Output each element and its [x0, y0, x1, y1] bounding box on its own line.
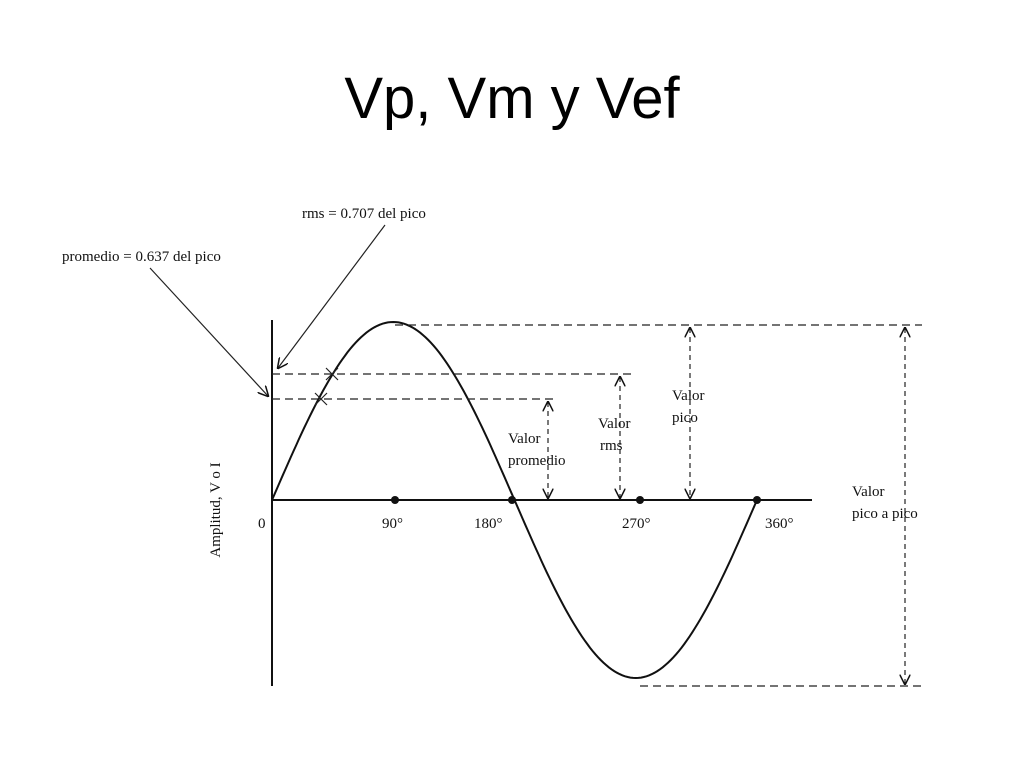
rms-leader: [278, 224, 386, 368]
x-label: 180°: [474, 516, 503, 532]
x-label: 360°: [765, 516, 794, 532]
callout: Valor: [598, 416, 631, 432]
callout: Valor: [852, 484, 885, 500]
cross: [325, 367, 339, 381]
slide-title: Vp, Vm y Vef: [344, 66, 680, 131]
crosses: [314, 367, 339, 406]
point: [508, 496, 516, 504]
x-label: 270°: [622, 516, 651, 532]
average-leader: [149, 267, 268, 396]
rms-note: rms = 0.707 del pico: [302, 206, 426, 222]
point: [636, 496, 644, 504]
callout: rms: [600, 438, 623, 454]
callout: Valor: [672, 388, 705, 404]
callout: promedio: [508, 453, 566, 469]
callout: pico a pico: [852, 506, 918, 522]
average-note: promedio = 0.637 del pico: [62, 249, 221, 265]
points: [391, 496, 761, 504]
point: [753, 496, 761, 504]
callout: Valor: [508, 431, 541, 447]
axis-label: Amplitud, V o I: [208, 462, 224, 557]
point: [391, 496, 399, 504]
callout: pico: [672, 410, 698, 426]
x-label: 0: [258, 516, 266, 532]
cross: [314, 392, 328, 406]
x-label: 90°: [382, 516, 403, 532]
